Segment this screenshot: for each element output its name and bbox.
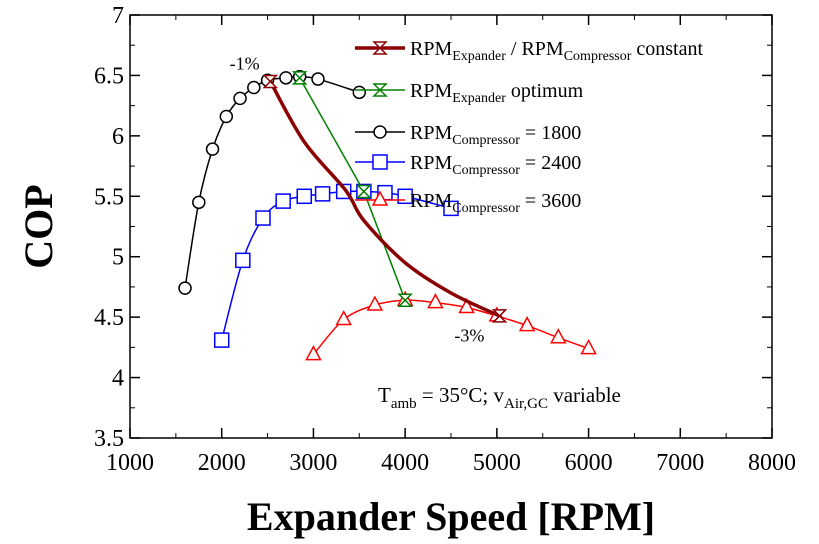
- annotation-label: -3%: [454, 325, 484, 345]
- y-tick-label: 5.5: [94, 184, 124, 210]
- data-point: [235, 252, 251, 269]
- legend-entry: RPMCompressor = 2400: [355, 152, 581, 178]
- series-line: [268, 80, 501, 318]
- x-axis-title: Expander Speed [RPM]: [247, 494, 655, 539]
- legend-marker: [372, 154, 388, 170]
- data-point: [296, 188, 313, 205]
- y-tick-label: 4: [112, 366, 124, 392]
- x-tick-label: 1000: [106, 450, 154, 476]
- y-tick-label: 5: [112, 245, 124, 271]
- y-tick-label: 6: [112, 124, 124, 150]
- data-point: [219, 109, 234, 124]
- legend-marker: [371, 190, 389, 206]
- series-1: [291, 71, 413, 307]
- data-point: [247, 80, 261, 95]
- data-point: [356, 184, 372, 199]
- data-point: [397, 293, 413, 307]
- data-point: [262, 74, 279, 89]
- legend-entry: RPMExpander optimum: [355, 80, 584, 106]
- data-point: [305, 345, 322, 361]
- data-point: [427, 293, 444, 309]
- legend-marker: [373, 125, 387, 139]
- y-axis-title: COP: [16, 184, 61, 268]
- x-tick-label: 2000: [198, 450, 246, 476]
- data-point: [352, 85, 367, 100]
- data-point: [213, 332, 230, 348]
- annotations: -1% -3%: [230, 53, 485, 345]
- data-point: [366, 295, 384, 311]
- data-point: [192, 195, 206, 210]
- series-line: [312, 299, 589, 356]
- data-point: [178, 281, 192, 295]
- x-tick-label: 7000: [656, 450, 704, 476]
- annotation-label: -1%: [230, 53, 260, 73]
- legend-label: RPMCompressor = 2400: [410, 152, 581, 178]
- data-point: [335, 309, 352, 326]
- series-2: [178, 69, 367, 295]
- legend-entry: RPMCompressor = 3600: [355, 190, 581, 216]
- data-point: [550, 328, 567, 344]
- data-point: [491, 309, 508, 323]
- x-tick-label: 5000: [473, 450, 521, 476]
- legend-label: RPMExpander optimum: [410, 80, 584, 106]
- data-point: [233, 91, 247, 106]
- data-point: [275, 193, 291, 209]
- data-point: [255, 210, 271, 226]
- y-tick-label: 6.5: [94, 63, 124, 89]
- x-tick-label: 8000: [748, 450, 796, 476]
- legend-marker: [372, 41, 388, 55]
- legend-label: RPMExpander / RPMCompressor constant: [410, 38, 703, 64]
- legend-label: RPMCompressor = 1800: [410, 122, 581, 148]
- series-4: [305, 290, 597, 361]
- data-point: [518, 316, 536, 332]
- data-point: [311, 72, 325, 86]
- series-0: [262, 74, 508, 323]
- data-point: [279, 71, 293, 85]
- ticks-layer: 1000 2000 3000 4000 5000 6000 7000 8000 3.5 4 4.5 5…: [94, 3, 796, 476]
- plot-frame: [129, 14, 773, 439]
- conditions-note: Tamb = 35°C; vAir,GC variable: [378, 383, 621, 412]
- data-point: [580, 338, 597, 355]
- y-tick-label: 4.5: [94, 305, 124, 331]
- legend-entry: RPMCompressor = 1800: [355, 122, 581, 148]
- legend-entry: RPMExpander / RPMCompressor constant: [355, 38, 703, 64]
- data-point: [443, 200, 459, 217]
- data-point: [314, 186, 331, 202]
- x-tick-label: 3000: [289, 450, 337, 476]
- data-point: [205, 142, 220, 156]
- x-tick-label: 6000: [565, 450, 613, 476]
- data-point: [291, 71, 308, 85]
- data-point: [458, 297, 475, 314]
- y-tick-label: 3.5: [94, 426, 124, 452]
- x-tick-label: 4000: [381, 450, 429, 476]
- series-layer: [178, 69, 597, 361]
- legend: RPMExpander / RPMCompressor constant RPME…: [355, 38, 703, 216]
- legend-label: RPMCompressor = 3600: [410, 190, 581, 216]
- conditions-text: Tamb = 35°C; vAir,GC variable: [378, 383, 621, 412]
- y-tick-label: 7: [112, 3, 124, 29]
- series-line: [184, 75, 360, 289]
- legend-marker: [372, 83, 388, 97]
